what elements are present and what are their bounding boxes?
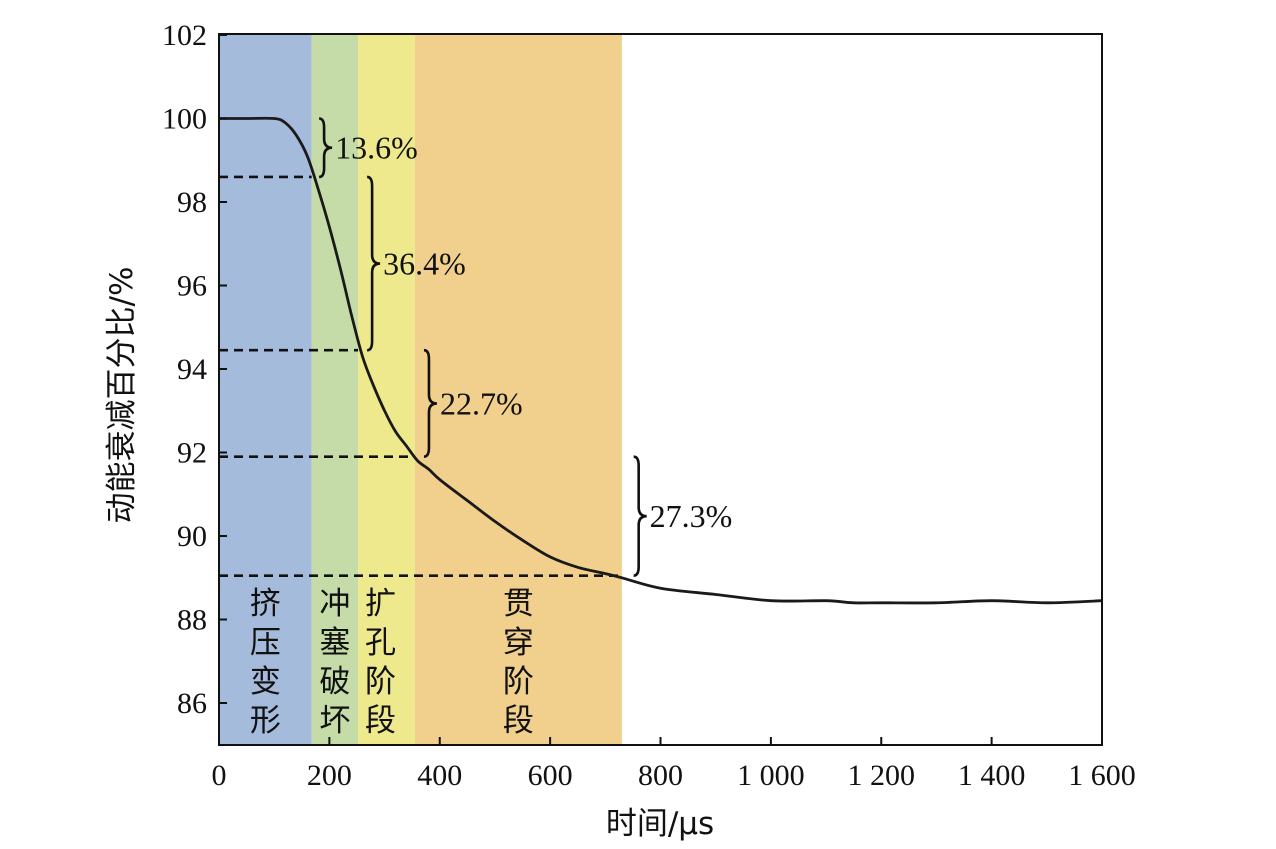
- energy-curve-line: [219, 116, 1103, 605]
- x-tick-label-0: 0: [212, 759, 227, 792]
- x-tick-label-800: 800: [638, 759, 683, 792]
- phase-label-1-char-1: 挤: [250, 586, 281, 622]
- phase-label-3-char-1: 扩: [365, 586, 396, 622]
- phase-label-3-char-3: 阶: [365, 664, 396, 700]
- phase-regions: [219, 34, 622, 745]
- x-tick-label-400: 400: [417, 759, 462, 792]
- phase-label-2-char-4: 坏: [319, 703, 350, 739]
- y-tick-label-92: 92: [177, 437, 207, 470]
- phase-band-2: [311, 34, 359, 745]
- percentage-label-4: 27.3%: [650, 498, 733, 534]
- brace-4: [633, 455, 647, 577]
- y-tick-label-102: 102: [162, 19, 207, 52]
- x-tick-label-600: 600: [528, 759, 573, 792]
- brace-2: [366, 175, 381, 352]
- y-tick-label-100: 100: [162, 103, 207, 136]
- brace-3: [423, 348, 438, 458]
- phase-band-4: [414, 34, 622, 745]
- phase-band-3: [358, 34, 415, 745]
- percentage-label-3: 22.7%: [440, 385, 523, 421]
- x-tick-label-1400: 1 400: [958, 759, 1026, 792]
- phase-label-4-char-2: 穿: [503, 625, 534, 661]
- x-axis-title: 时间/μs: [606, 806, 714, 842]
- phase-label-4-char-1: 贯: [503, 586, 534, 622]
- phase-label-2-char-3: 破: [319, 664, 350, 700]
- x-tick-label-1200: 1 200: [848, 759, 916, 792]
- phase-label-2-char-1: 冲: [319, 586, 350, 622]
- y-tick-label-90: 90: [177, 520, 207, 553]
- percentage-annotations: 13.6% 36.4% 22.7% 27.3%: [318, 117, 733, 577]
- y-tick-label-98: 98: [177, 186, 207, 219]
- y-axis-title: 动能衰减百分比/%: [104, 267, 140, 524]
- phase-label-1-char-2: 压: [250, 625, 281, 661]
- y-tick-label-96: 96: [177, 270, 207, 303]
- x-tick-label-1000: 1 000: [737, 759, 805, 792]
- y-tick-label-94: 94: [177, 353, 207, 386]
- y-tick-label-88: 88: [177, 604, 207, 637]
- phase-label-3-char-4: 段: [365, 703, 396, 739]
- axes: 0 200 400 600 800 1 000 1 200 1 400 1 600 86 88 90 9…: [162, 19, 1136, 792]
- phase-label-3-char-2: 孔: [365, 625, 396, 661]
- y-tick-label-86: 86: [177, 687, 207, 720]
- x-tick-label-200: 200: [307, 759, 352, 792]
- phase-label-2-char-2: 塞: [319, 625, 350, 661]
- phase-label-1-char-3: 变: [250, 664, 281, 700]
- x-tick-label-1600: 1 600: [1068, 759, 1136, 792]
- phase-label-4-char-3: 阶: [503, 664, 534, 700]
- reference-lines: [219, 175, 622, 577]
- percentage-label-2: 36.4%: [383, 246, 466, 282]
- energy-curve-series: [219, 116, 1103, 605]
- phase-label-4-char-4: 段: [503, 703, 534, 739]
- percentage-label-1: 13.6%: [335, 130, 418, 166]
- phase-band-1: [219, 34, 312, 745]
- phase-label-1-char-4: 形: [250, 703, 281, 739]
